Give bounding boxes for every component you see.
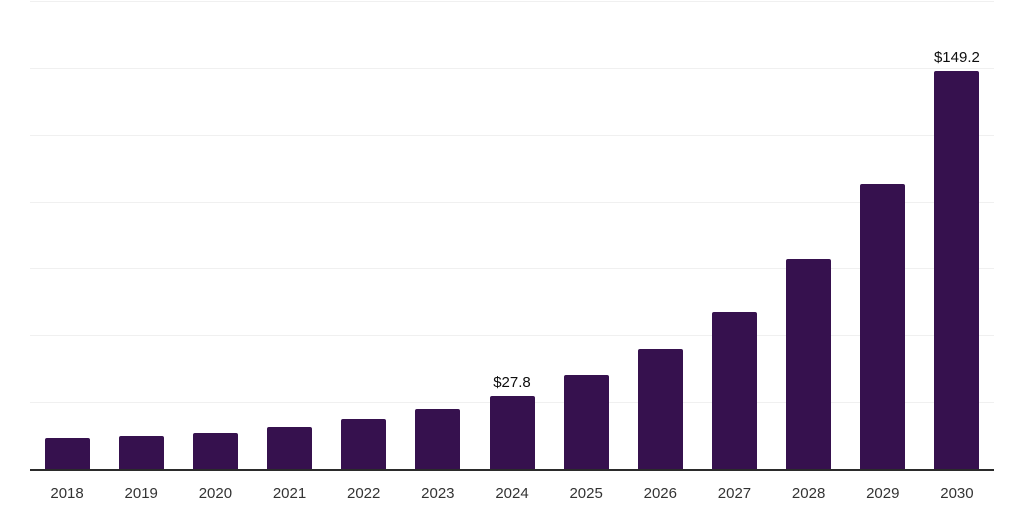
- x-tick-label-2023: 2023: [421, 485, 455, 502]
- bar-2023: [415, 409, 461, 470]
- bar-2022: [341, 419, 387, 470]
- gridline: [30, 1, 994, 2]
- bar-value-label-2024: $27.8: [493, 373, 531, 391]
- bar-2021: [267, 427, 313, 470]
- x-tick-label-2030: 2030: [940, 485, 974, 502]
- x-tick-label-2019: 2019: [124, 485, 158, 502]
- bar-2028: [786, 259, 832, 470]
- gridline: [30, 67, 994, 69]
- x-tick-label-2020: 2020: [198, 485, 233, 502]
- bar-2027: [711, 312, 757, 470]
- bar-2020: [192, 433, 238, 470]
- x-tick-label-2021: 2021: [272, 485, 307, 502]
- plot-area: $27.8 $149.2: [30, 1, 994, 470]
- bar-2024: [489, 395, 535, 470]
- x-tick-label-2022: 2022: [347, 485, 381, 502]
- bar-2019: [118, 435, 164, 470]
- x-tick-label-2025: 2025: [569, 485, 603, 502]
- bar-value-label-2030: $149.2: [933, 49, 980, 66]
- x-tick-label-2028: 2028: [791, 485, 826, 502]
- bar-2018: [44, 437, 90, 470]
- x-tick-label-2024: 2024: [495, 485, 529, 502]
- x-tick-label-2029: 2029: [866, 485, 900, 502]
- bar-2029: [860, 183, 906, 470]
- gridline: [30, 201, 994, 203]
- bar-2025: [563, 375, 609, 470]
- bar-2030: [934, 71, 980, 470]
- gridline: [30, 335, 994, 337]
- x-tick-label-2027: 2027: [717, 485, 752, 502]
- x-tick-label-2026: 2026: [643, 485, 677, 502]
- x-axis-line: [30, 469, 994, 471]
- gridline: [30, 268, 994, 270]
- bar-2026: [637, 349, 683, 470]
- x-tick-label-2018: 2018: [50, 485, 84, 502]
- gridline: [30, 134, 994, 136]
